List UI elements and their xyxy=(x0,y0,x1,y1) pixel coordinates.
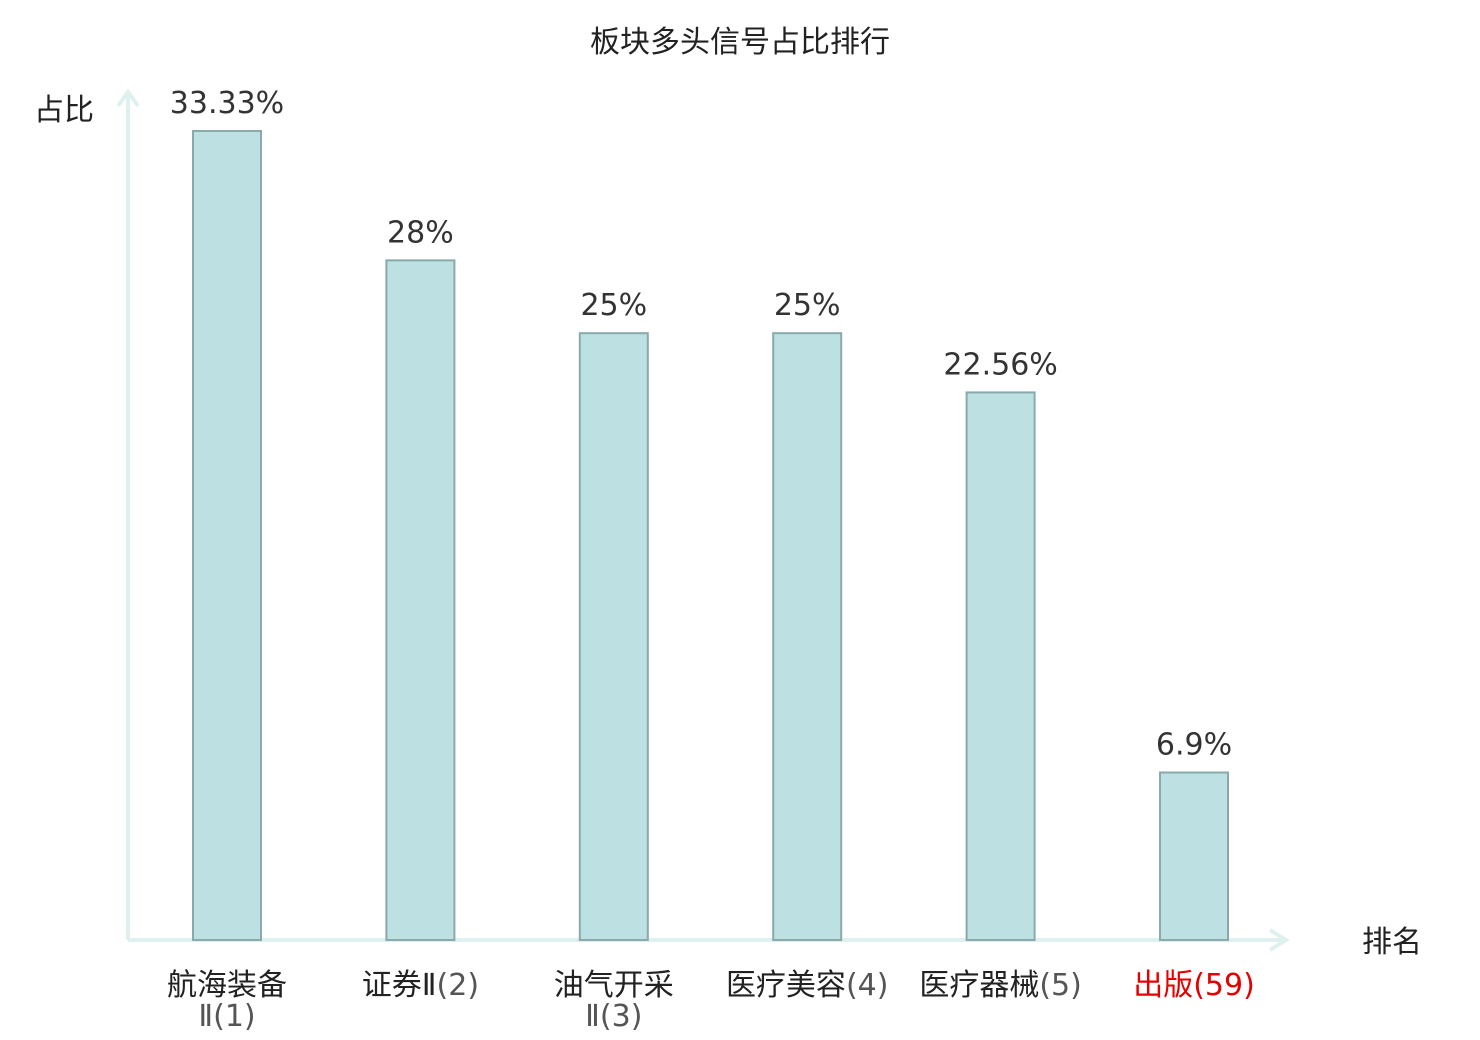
value-label-1: 33.33% xyxy=(170,86,284,121)
category-label-1: 航海装备 xyxy=(167,968,287,1003)
bar-3 xyxy=(578,332,649,941)
bar-4 xyxy=(772,332,843,941)
value-label-4: 25% xyxy=(774,288,841,323)
bar-6 xyxy=(1159,771,1229,942)
value-label-5: 22.56% xyxy=(943,347,1057,382)
value-label-2: 28% xyxy=(387,215,454,250)
category-label-4: 医疗美容(4) xyxy=(726,968,889,1003)
category-rank-1: Ⅱ(1) xyxy=(198,999,255,1034)
value-label-3: 25% xyxy=(580,288,647,323)
y-axis-label: 占比 xyxy=(34,93,94,128)
category-label-2: 证券Ⅱ(2) xyxy=(362,968,479,1003)
y-axis-arrow-icon xyxy=(116,88,140,108)
value-label-6: 6.9% xyxy=(1156,728,1232,763)
bar-1 xyxy=(192,130,262,941)
bar-2 xyxy=(385,259,456,942)
category-label-3: 油气开采 xyxy=(554,968,674,1003)
category-rank-3: Ⅱ(3) xyxy=(585,999,642,1034)
category-label-6: 出版(59) xyxy=(1133,968,1255,1003)
bar-5 xyxy=(965,391,1036,941)
x-axis-arrow-icon xyxy=(1268,928,1290,952)
chart-title: 板块多头信号占比排行 xyxy=(590,25,890,60)
value-labels-group: 33.33% 28% 25% 25% 22.56% 6.9% xyxy=(170,86,1232,763)
category-label-5: 医疗器械(5) xyxy=(919,968,1082,1003)
bars-group xyxy=(192,130,1229,942)
x-axis-label: 排名 xyxy=(1362,925,1422,960)
